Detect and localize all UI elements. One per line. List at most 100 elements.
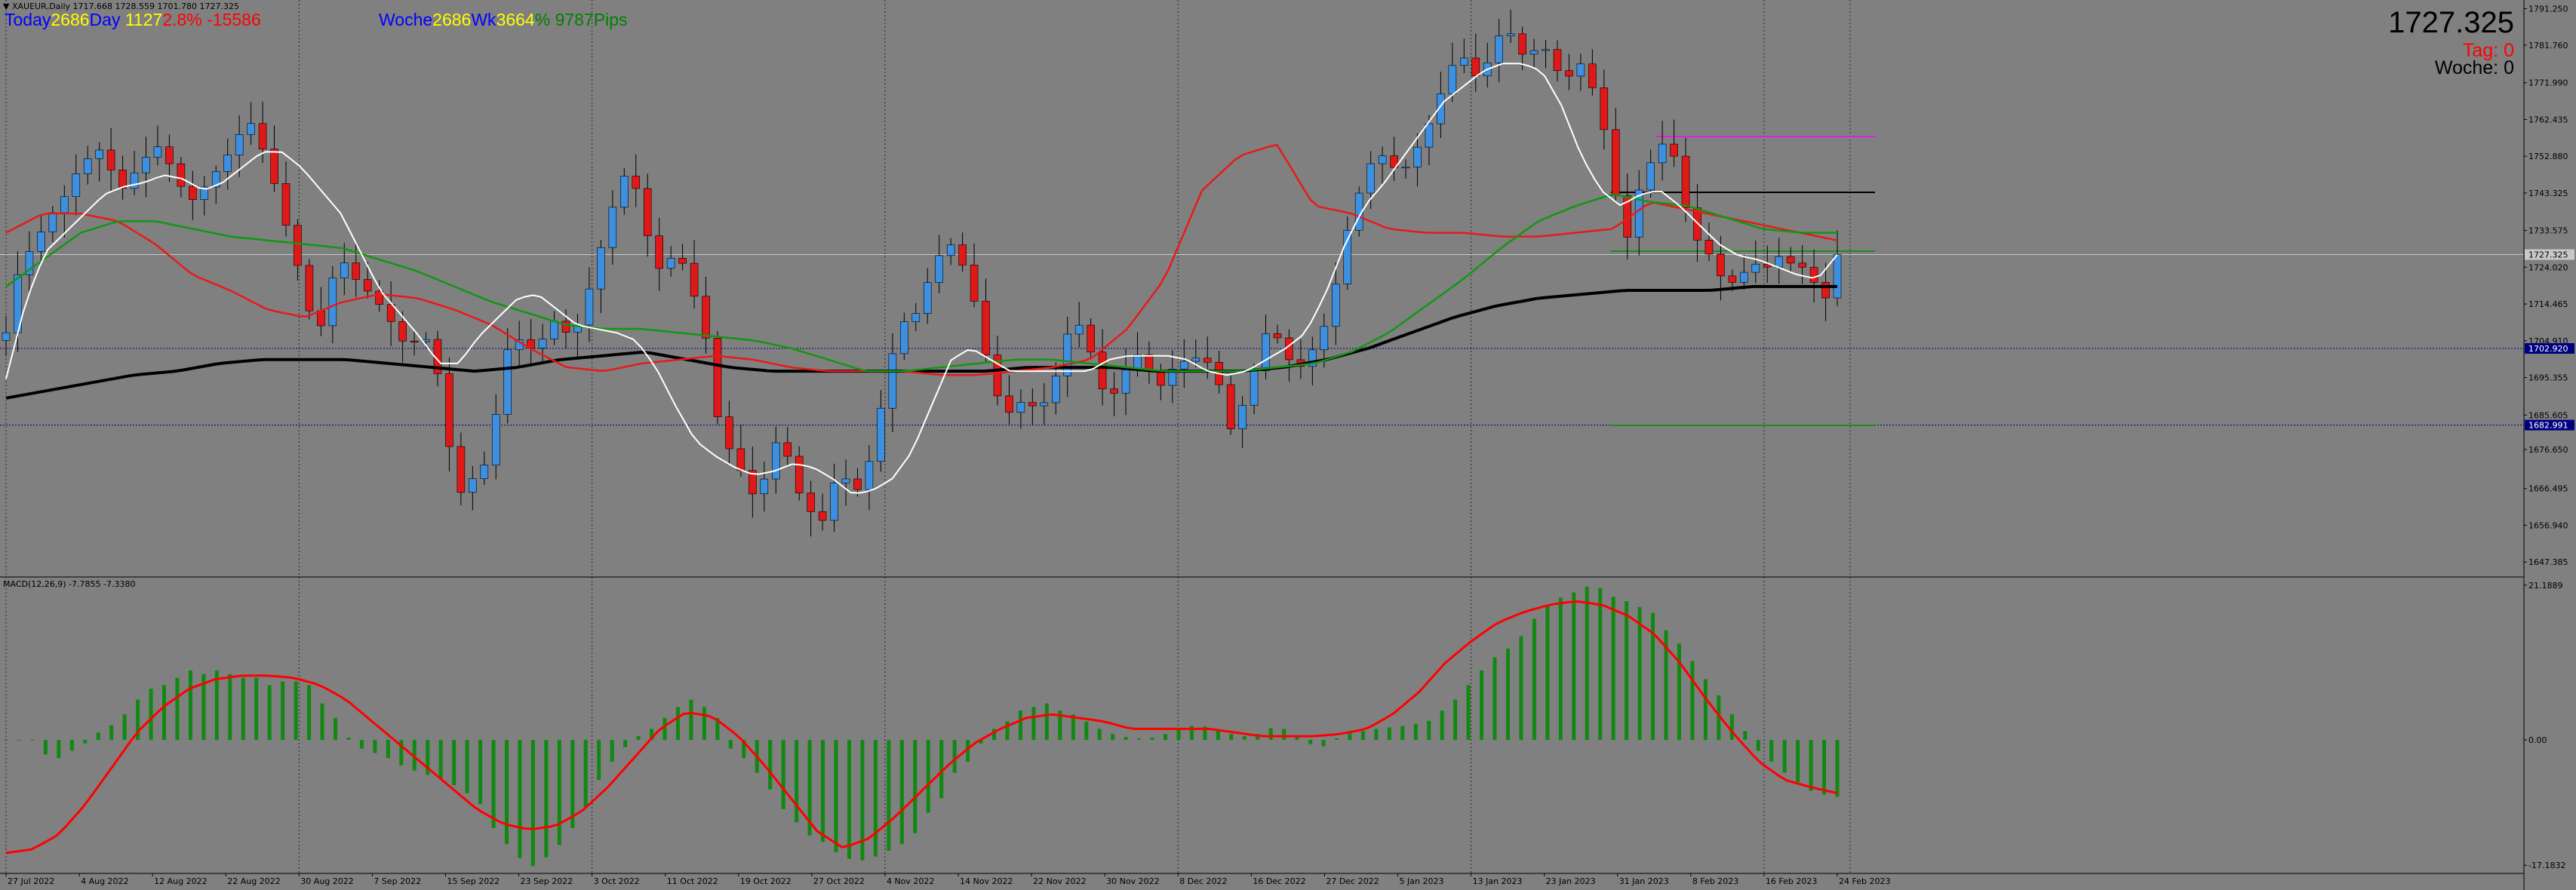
- candle-bear: [456, 446, 466, 493]
- candle-bear: [118, 170, 127, 189]
- y-tick-label: 1714.465: [2528, 299, 2568, 309]
- candle-bull: [946, 244, 955, 256]
- macd-histogram-bar: [334, 717, 338, 740]
- candle-bull: [211, 171, 220, 188]
- macd-histogram-bar: [478, 739, 483, 805]
- sma-long-line: [5, 284, 1837, 400]
- candle-bear: [1226, 384, 1235, 429]
- x-tick-label: 27 Jul 2022: [8, 876, 54, 886]
- candlestick-series: [2, 9, 1842, 537]
- macd-histogram-bar: [1268, 728, 1273, 740]
- macd-histogram-bar: [1651, 612, 1655, 740]
- macd-histogram-bar: [913, 739, 918, 833]
- candle-bull: [900, 321, 908, 354]
- candle-bull: [760, 478, 769, 495]
- y-tick-label: 1724.020: [2528, 262, 2568, 272]
- candle-bull: [1040, 402, 1049, 407]
- candle-bull: [1191, 358, 1200, 362]
- candle-bear: [561, 321, 570, 333]
- macd-histogram-bar: [17, 739, 21, 741]
- candle-bear: [1588, 63, 1597, 88]
- ema-medium-line: [5, 193, 1837, 373]
- macd-histogram-bar: [1387, 727, 1391, 740]
- macd-histogram-bar: [228, 674, 232, 740]
- day-label: Day: [89, 10, 121, 29]
- candle-bull: [235, 134, 244, 155]
- macd-histogram-bar: [742, 739, 746, 759]
- macd-histogram-bar: [96, 732, 100, 740]
- candle-bull: [95, 149, 103, 159]
- tag-value: 0: [2504, 40, 2514, 61]
- macd-histogram-bar: [1492, 657, 1497, 740]
- candle-bull: [37, 232, 45, 252]
- level-label-bg: [2525, 342, 2574, 354]
- candle-bear: [281, 183, 290, 226]
- macd-histogram-bar: [1835, 739, 1840, 797]
- x-tick-label: 27 Dec 2022: [1326, 876, 1379, 886]
- level-label-bg: [2525, 419, 2574, 431]
- candle-bull: [865, 461, 874, 490]
- today-label: Today: [5, 10, 51, 29]
- macd-histogram-bar: [412, 739, 417, 771]
- candle-bull: [1495, 35, 1504, 63]
- macd-histogram-bar: [1242, 736, 1247, 740]
- candle-bear: [678, 258, 687, 264]
- candle-bull: [1074, 324, 1084, 335]
- candle-bull: [83, 158, 92, 174]
- macd-histogram-bar: [887, 739, 891, 851]
- candle-bear: [165, 146, 174, 164]
- y-tick-label: 1791.250: [2528, 4, 2568, 14]
- macd-histogram-bar: [1505, 648, 1510, 740]
- macd-histogram-bar: [188, 670, 192, 740]
- macd-histogram-bar: [1308, 739, 1313, 744]
- macd-pane: [4, 586, 1840, 867]
- macd-histogram-bar: [346, 738, 351, 740]
- x-tick-label: 8 Feb 2023: [1692, 876, 1738, 886]
- macd-histogram-bar: [1150, 738, 1154, 740]
- macd-histogram-bar: [1440, 710, 1444, 740]
- macd-histogram-bar: [504, 739, 509, 845]
- macd-histogram-bar: [1229, 734, 1234, 740]
- candle-bull: [1378, 155, 1387, 164]
- macd-histogram-bar: [636, 736, 641, 740]
- candle-bear: [1681, 155, 1690, 208]
- macd-histogram-bar: [873, 739, 878, 857]
- macd-histogram-bar: [1360, 731, 1365, 740]
- macd-histogram-bar: [530, 739, 535, 867]
- candle-bull: [469, 478, 477, 493]
- macd-histogram-bar: [1466, 685, 1471, 740]
- x-tick-label: 4 Nov 2022: [887, 876, 934, 886]
- macd-histogram-bar: [294, 681, 298, 740]
- woche-label: Woche:: [2434, 57, 2499, 78]
- macd-histogram-bar: [702, 707, 706, 740]
- x-tick-label: 16 Dec 2022: [1253, 876, 1305, 886]
- candle-bull: [1366, 163, 1375, 194]
- candle-bear: [1763, 263, 1772, 268]
- today-pct: 2.8%: [162, 10, 202, 29]
- macd-histogram-bar: [373, 739, 377, 753]
- macd-histogram-bar: [1071, 714, 1075, 740]
- candle-bear: [795, 456, 804, 493]
- candle-bull: [1063, 333, 1072, 376]
- candle-bear: [1786, 256, 1795, 264]
- macd-histogram-bar: [1097, 729, 1102, 740]
- macd-histogram-bar: [979, 739, 983, 744]
- candle-bull: [1506, 33, 1515, 36]
- candle-bull: [771, 442, 780, 480]
- y-tick-label: 1771.990: [2528, 78, 2568, 88]
- candle-bear: [352, 262, 361, 280]
- macd-histogram-bar: [1111, 734, 1115, 740]
- macd-histogram-bar: [1164, 734, 1168, 740]
- macd-histogram-bar: [662, 717, 667, 740]
- week-value: 2686: [432, 10, 472, 29]
- candle-bull: [1250, 370, 1259, 406]
- candle-bear: [818, 511, 827, 521]
- candle-bull: [153, 146, 162, 158]
- macd-histogram-bar: [452, 739, 456, 785]
- macd-histogram-bar: [1321, 739, 1326, 747]
- candle-bull: [1238, 405, 1247, 429]
- x-tick-label: 23 Sep 2022: [521, 876, 573, 886]
- y-tick-label: 1695.355: [2528, 373, 2568, 383]
- macd-histogram-bar: [583, 739, 588, 808]
